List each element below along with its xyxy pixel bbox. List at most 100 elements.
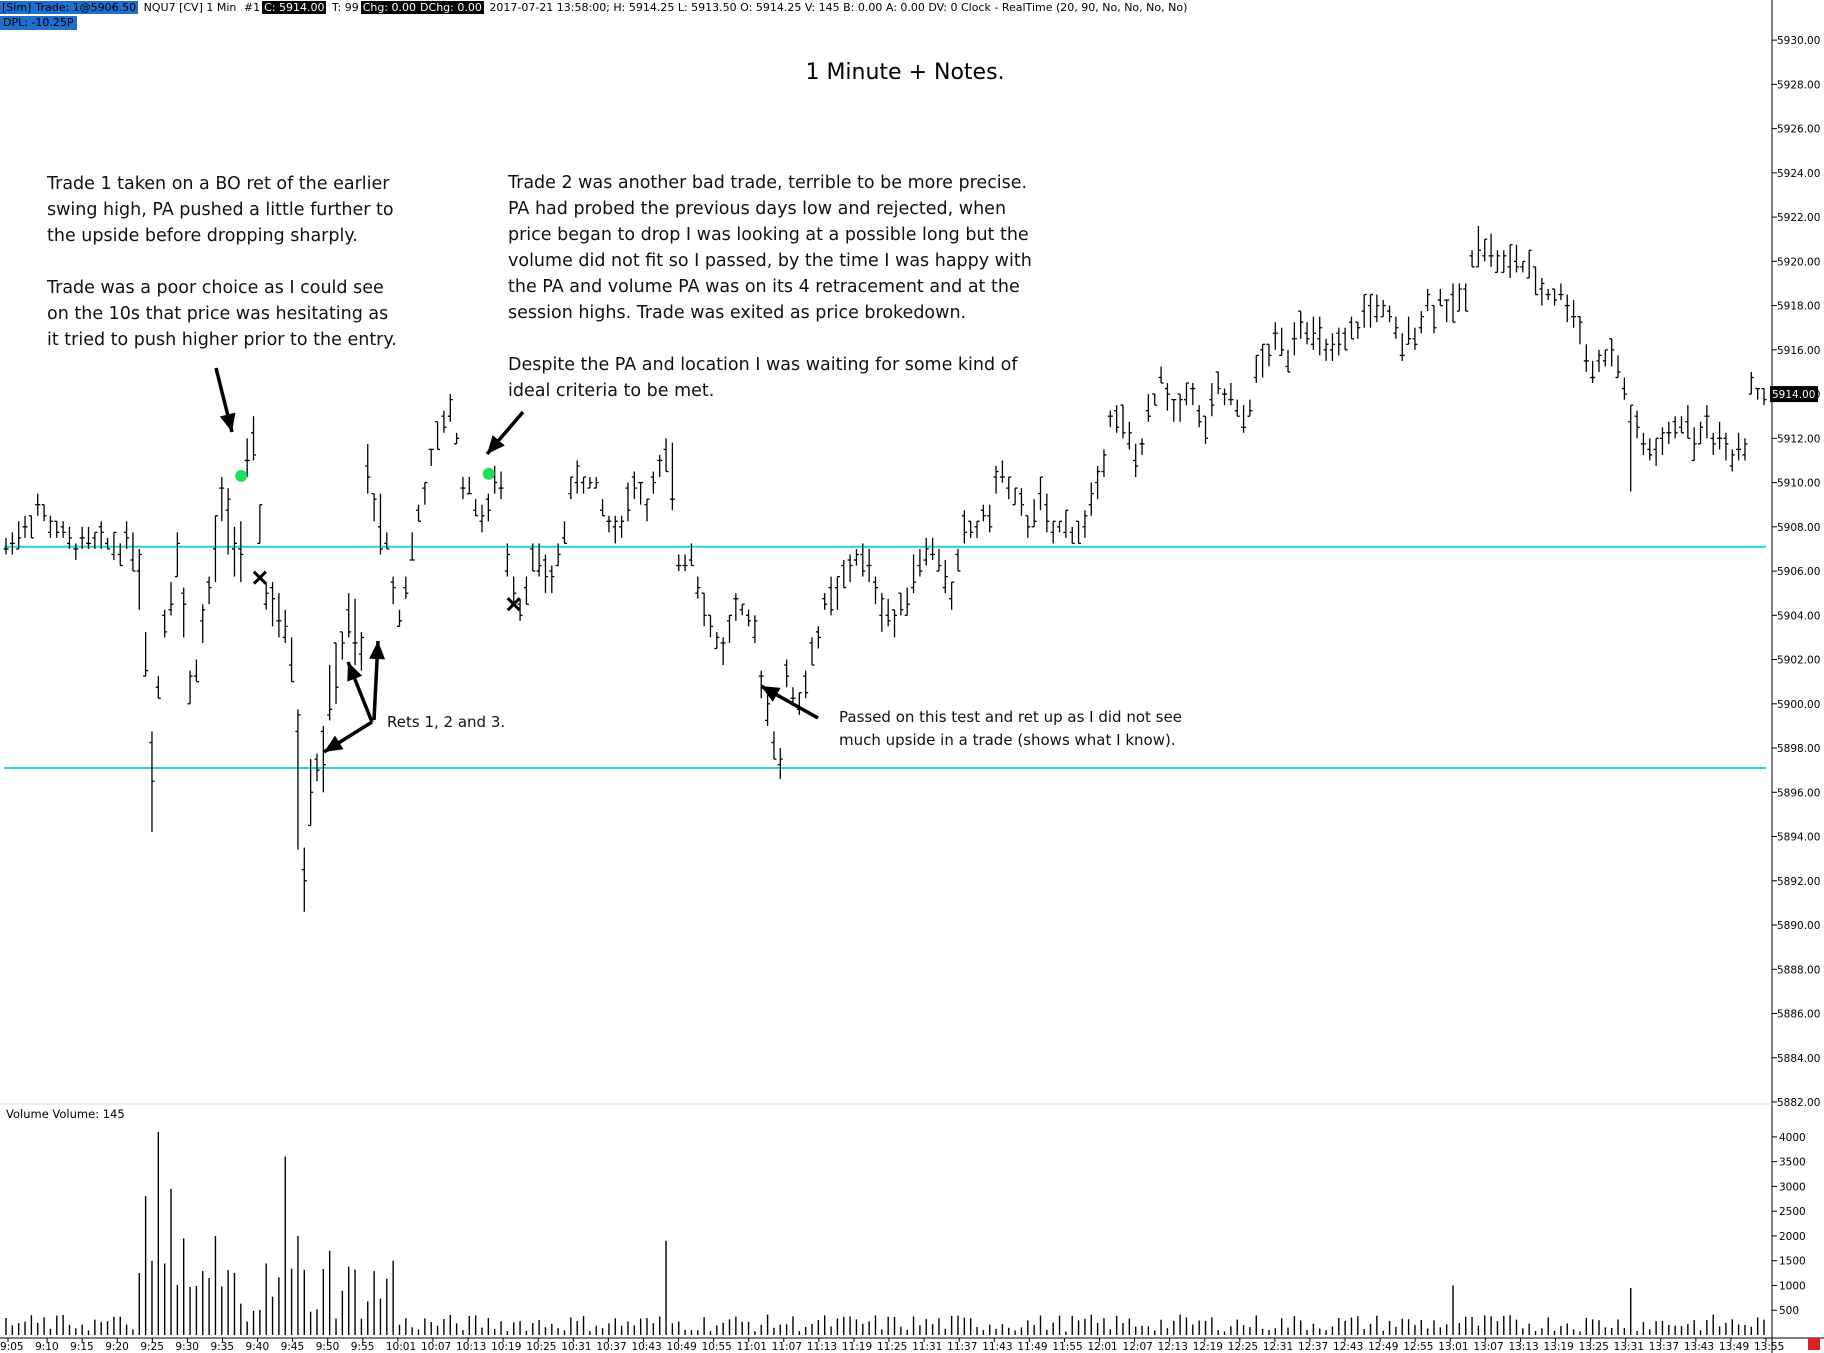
time-tick-label: 11:13: [807, 1341, 837, 1353]
sim-account-label: [Sim]: [0, 1, 34, 14]
time-tick-label: 11:01: [737, 1341, 767, 1353]
price-tick-label: 5916.00: [1777, 345, 1820, 357]
time-tick-label: 11:25: [877, 1341, 907, 1353]
price-tick-label: 5918.00: [1777, 301, 1820, 313]
time-tick-label: 11:43: [982, 1341, 1012, 1353]
corner-marker: [1808, 1338, 1820, 1350]
volume-tick-label: 1500: [1779, 1256, 1806, 1268]
price-tick-label: 5902.00: [1777, 655, 1820, 667]
time-tick-label: 10:43: [631, 1341, 661, 1353]
price-tick-label: 5882.00: [1777, 1097, 1820, 1109]
price-tick-label: 5904.00: [1777, 610, 1820, 622]
time-tick-label: 10:49: [667, 1341, 697, 1353]
last-price-box: [1770, 386, 1818, 403]
time-tick-label: 9:45: [281, 1341, 305, 1353]
entry-marker-2: [482, 467, 495, 480]
price-tick-label: 5908.00: [1777, 522, 1820, 534]
price-tick-label: 5912.00: [1777, 433, 1820, 445]
time-tick-label: 13:25: [1579, 1341, 1609, 1353]
price-tick-label: 5906.00: [1777, 566, 1820, 578]
time-tick-label: 13:55: [1754, 1341, 1784, 1353]
change-label: Chg: 0.00: [360, 1, 419, 14]
time-tick-label: 13:49: [1719, 1341, 1749, 1353]
time-tick-label: 9:15: [70, 1341, 94, 1353]
note-trade-2: Trade 2 was another bad trade, terrible …: [508, 173, 1032, 401]
arrow-ret-2-head: [347, 662, 363, 682]
time-tick-label: 10:07: [421, 1341, 451, 1353]
price-tick-label: 5896.00: [1777, 787, 1820, 799]
dpl-label: DPL: -10.25P: [0, 16, 77, 30]
instrument-label[interactable]: NQU7 [CV] 1 Min: [143, 1, 237, 14]
price-tick-label: 5910.00: [1777, 478, 1820, 490]
arrow-trade-1-head: [219, 412, 236, 432]
time-tick-label: 12:49: [1368, 1341, 1398, 1353]
tick-count-label: T: 99: [331, 1, 359, 14]
time-tick-label: 10:13: [456, 1341, 486, 1353]
price-tick-label: 5924.00: [1777, 168, 1820, 180]
time-tick-label: 9:30: [175, 1341, 199, 1353]
time-tick-label: 12:25: [1228, 1341, 1258, 1353]
volume-tick-label: 2500: [1779, 1206, 1806, 1218]
price-tick-label: 5928.00: [1777, 79, 1820, 91]
time-tick-label: 13:43: [1684, 1341, 1714, 1353]
time-tick-label: 12:13: [1158, 1341, 1188, 1353]
time-tick-label: 10:19: [491, 1341, 521, 1353]
note-passed: Passed on this test and ret up as I did …: [839, 708, 1182, 749]
arrow-ret-1-head: [324, 735, 344, 752]
time-tick-label: 9:40: [246, 1341, 270, 1353]
time-tick-label: 9:05: [0, 1341, 24, 1353]
time-tick-label: 9:20: [105, 1341, 129, 1353]
time-tick-label: 11:07: [772, 1341, 802, 1353]
price-tick-label: 5930.00: [1777, 35, 1820, 47]
time-tick-label: 10:25: [526, 1341, 556, 1353]
time-tick-label: 12:31: [1263, 1341, 1293, 1353]
exit-marker-1: [252, 570, 267, 585]
bar-info-label: 2017-07-21 13:58:00; H: 5914.25 L: 5913.…: [489, 1, 1188, 14]
last-price-label: 5914.00: [1772, 389, 1815, 401]
daily-change-label: DChg: 0.00: [418, 1, 484, 14]
price-tick-label: 5898.00: [1777, 743, 1820, 755]
volume-tick-label: 2000: [1779, 1231, 1806, 1243]
time-tick-label: 13:01: [1438, 1341, 1468, 1353]
time-tick-label: 13:13: [1508, 1341, 1538, 1353]
time-tick-label: 11:55: [1052, 1341, 1082, 1353]
price-tick-label: 5922.00: [1777, 212, 1820, 224]
time-tick-label: 12:19: [1193, 1341, 1223, 1353]
price-tick-label: 5892.00: [1777, 876, 1820, 888]
arrow-trade-2-head: [487, 435, 505, 454]
time-tick-label: 11:31: [912, 1341, 942, 1353]
volume-tick-label: 4000: [1779, 1132, 1806, 1144]
time-tick-label: 11:37: [947, 1341, 977, 1353]
time-tick-label: 12:01: [1087, 1341, 1117, 1353]
time-tick-label: 12:37: [1298, 1341, 1328, 1353]
volume-tick-label: 3000: [1779, 1181, 1806, 1193]
time-tick-label: 13:07: [1473, 1341, 1503, 1353]
price-tick-label: 5888.00: [1777, 964, 1820, 976]
time-tick-label: 12:43: [1333, 1341, 1363, 1353]
time-tick-label: 13:31: [1614, 1341, 1644, 1353]
time-tick-label: 13:19: [1544, 1341, 1574, 1353]
time-tick-label: 11:19: [842, 1341, 872, 1353]
note-trade-1: Trade 1 taken on a BO ret of the earlier…: [47, 174, 397, 350]
price-tick-label: 5920.00: [1777, 256, 1820, 268]
volume-tick-label: 1000: [1779, 1280, 1806, 1292]
chart-number-label: #1: [243, 1, 261, 14]
note-rets: Rets 1, 2 and 3.: [387, 713, 506, 731]
trade-position-label: Trade: 1@5906.50: [33, 1, 139, 14]
time-tick-label: 10:55: [702, 1341, 732, 1353]
price-tick-label: 5884.00: [1777, 1053, 1820, 1065]
time-tick-label: 10:37: [596, 1341, 626, 1353]
time-tick-label: 9:55: [351, 1341, 375, 1353]
volume-panel-label: Volume Volume: 145: [6, 1107, 125, 1121]
time-tick-label: 9:50: [316, 1341, 340, 1353]
volume-tick-label: 3500: [1779, 1157, 1806, 1169]
time-tick-label: 9:35: [210, 1341, 234, 1353]
time-tick-label: 10:01: [386, 1341, 416, 1353]
time-tick-label: 11:49: [1017, 1341, 1047, 1353]
time-tick-label: 9:25: [140, 1341, 164, 1353]
time-tick-label: 13:37: [1649, 1341, 1679, 1353]
price-tick-label: 5900.00: [1777, 699, 1820, 711]
arrow-passed-head: [761, 686, 781, 702]
